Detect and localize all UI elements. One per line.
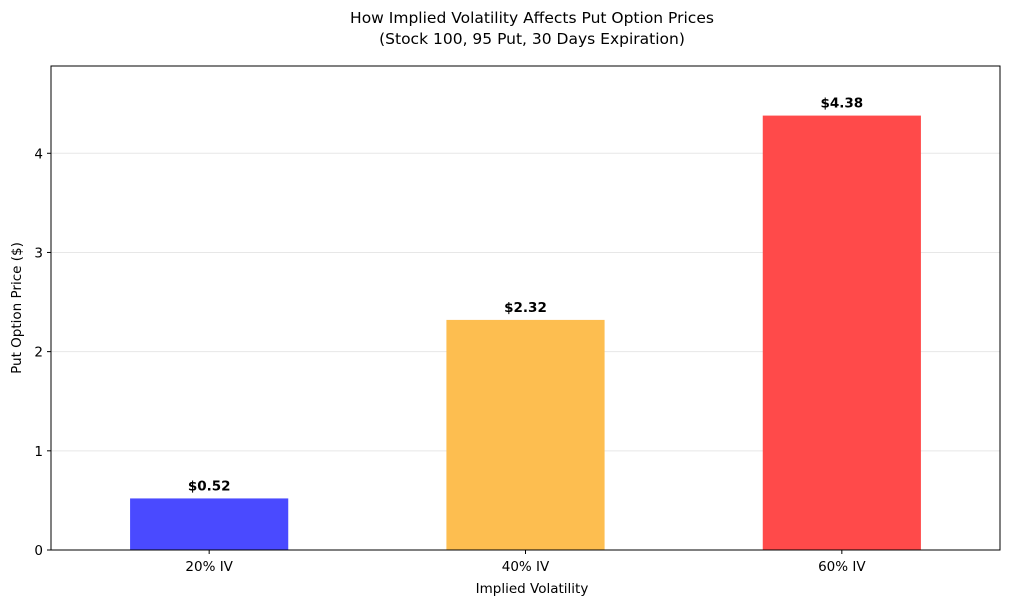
bar xyxy=(762,115,921,551)
data-label: $0.52 xyxy=(188,478,231,494)
chart-title: How Implied Volatility Affects Put Optio… xyxy=(350,9,714,27)
y-tick-label: 0 xyxy=(34,543,43,559)
data-labels: $0.52 $2.32 $4.38 xyxy=(188,96,863,495)
x-tick-label: 20% IV xyxy=(185,559,233,575)
bars xyxy=(130,115,921,551)
y-axis-label: Put Option Price ($) xyxy=(9,242,25,374)
y-axis: 0 1 2 3 4 xyxy=(34,146,51,559)
y-tick-label: 4 xyxy=(34,146,43,162)
y-tick-label: 1 xyxy=(34,444,43,460)
bar xyxy=(446,319,605,550)
data-label: $2.32 xyxy=(504,300,547,316)
y-tick-label: 2 xyxy=(34,345,43,361)
x-axis: 20% IV 40% IV 60% IV xyxy=(185,550,866,575)
data-label: $4.38 xyxy=(820,96,863,112)
bar xyxy=(130,498,289,550)
chart-subtitle: (Stock 100, 95 Put, 30 Days Expiration) xyxy=(379,30,685,48)
x-axis-label: Implied Volatility xyxy=(476,581,589,597)
y-tick-label: 3 xyxy=(34,245,43,261)
x-tick-label: 60% IV xyxy=(818,559,866,575)
x-tick-label: 40% IV xyxy=(502,559,550,575)
